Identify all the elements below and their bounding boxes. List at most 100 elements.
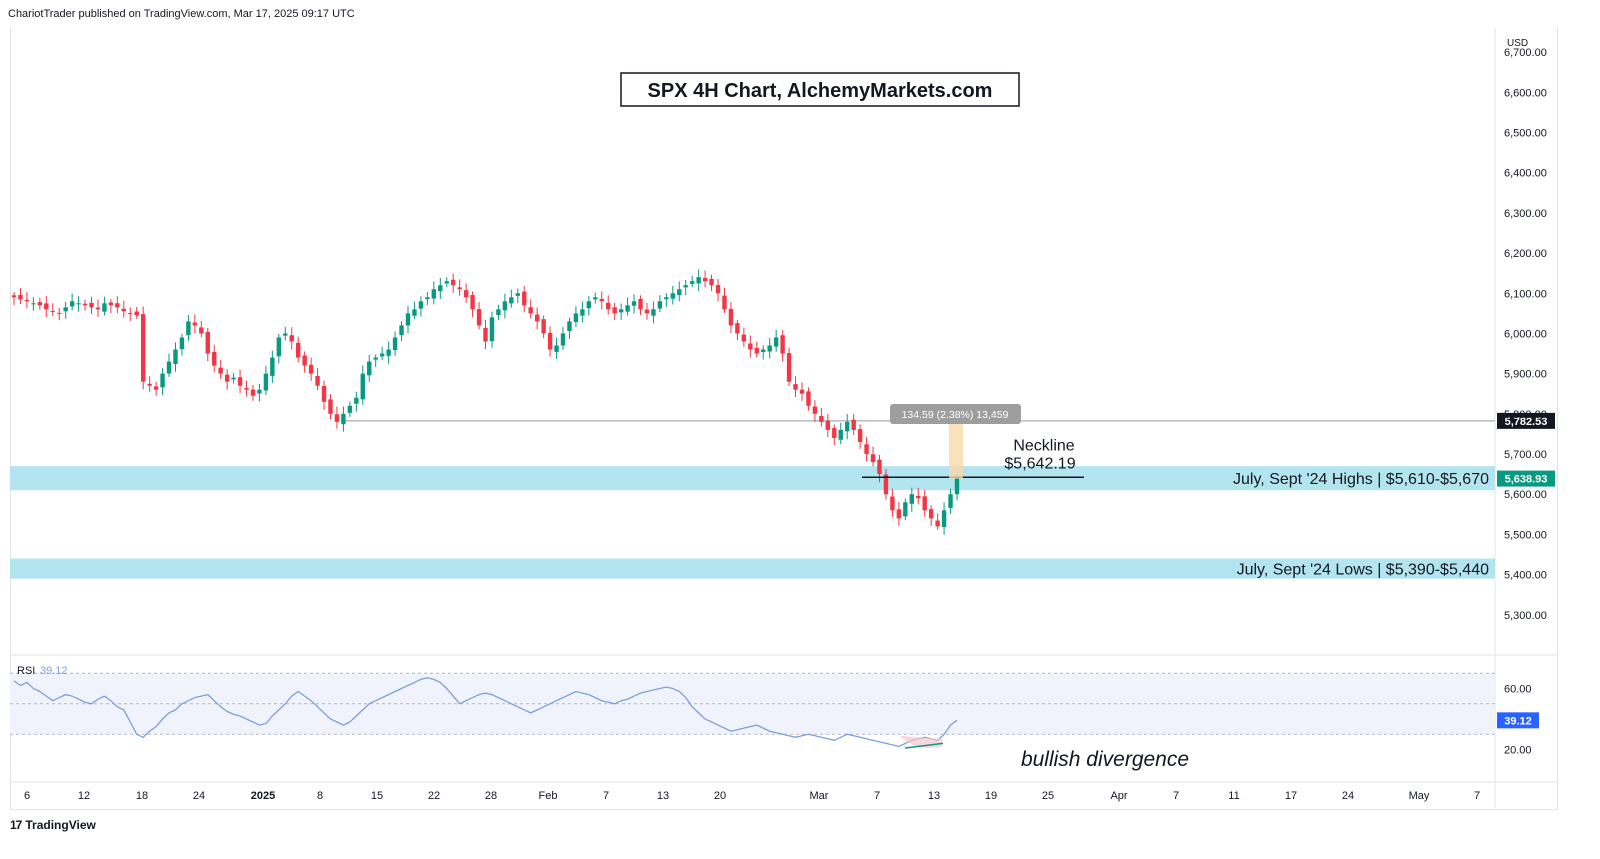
candle-body	[444, 281, 449, 284]
candle-body	[948, 494, 953, 508]
price-tick-label: 5,600.00	[1504, 489, 1547, 501]
candle-body	[328, 399, 333, 414]
candle-body	[560, 333, 566, 346]
overlay-layer: Neckline$5,642.19 134.59 (2.38%) 13,459	[862, 404, 1084, 479]
candle-body	[489, 317, 495, 342]
candle-body	[425, 297, 430, 300]
candle-body	[515, 293, 520, 296]
candle-body	[386, 349, 391, 356]
candle-body	[709, 278, 714, 286]
time-tick-label: 12	[78, 790, 90, 802]
rsi-line	[13, 677, 958, 748]
time-tick-label: 24	[1342, 790, 1354, 802]
time-tick-label: Feb	[539, 790, 558, 802]
candle-body	[689, 281, 695, 284]
candle-body	[24, 299, 30, 302]
candle-body	[418, 301, 424, 309]
candle-body	[941, 510, 947, 527]
time-tick-label: May	[1409, 790, 1430, 802]
candle-body	[651, 309, 656, 316]
zone-label: July, Sept '24 Lows | $5,390-$5,440	[1237, 562, 1490, 579]
candle-body	[773, 337, 779, 347]
candle-body	[199, 327, 204, 334]
time-tick-label: 15	[371, 790, 383, 802]
candle-body	[76, 303, 81, 305]
candle-body	[457, 287, 462, 290]
candle-body	[95, 307, 101, 310]
candle-body	[438, 285, 443, 292]
time-tick-label: 18	[136, 790, 148, 802]
candle-body	[476, 309, 482, 326]
candle-body	[431, 289, 437, 299]
price-axis: 6,700.00 6,600.00 6,500.00 6,400.00 6,300.00…	[1504, 47, 1547, 622]
candle-body	[134, 311, 139, 316]
price-tick-label: 5,500.00	[1504, 529, 1547, 541]
time-tick-label: 17	[1285, 790, 1297, 802]
candle-body	[928, 509, 934, 519]
level-line-layer: 5,782.53 5,638.93	[345, 412, 1555, 487]
candle-body	[509, 297, 514, 304]
zone-label: July, Sept '24 Highs | $5,610-$5,670	[1233, 471, 1489, 488]
time-tick-label: 22	[428, 790, 440, 802]
time-tick-label: 24	[193, 790, 205, 802]
candle-body	[890, 496, 895, 511]
candle-body	[677, 289, 682, 296]
price-tick-label: 6,700.00	[1504, 47, 1547, 59]
candle-body	[554, 345, 559, 352]
time-tick-label: Apr	[1110, 790, 1127, 802]
price-tick-label: 5,800.00	[1504, 409, 1547, 421]
candle-body	[289, 335, 294, 342]
candle-body	[341, 413, 346, 425]
candle-body	[483, 327, 488, 342]
candle-body	[754, 347, 759, 354]
candle-body	[547, 332, 553, 350]
candle-body	[954, 478, 960, 495]
time-tick-label: 11	[1228, 790, 1239, 802]
candle-body	[11, 295, 17, 298]
candle-body	[347, 405, 353, 413]
candle-body	[367, 361, 372, 376]
chart-title: SPX 4H Chart, AlchemyMarkets.com	[648, 80, 993, 102]
candle-body	[870, 454, 876, 463]
candle-body	[728, 308, 734, 326]
candle-body	[580, 309, 585, 316]
candle-body	[567, 321, 572, 332]
candle-body	[916, 495, 921, 499]
level-price-tag	[1497, 412, 1555, 429]
candle-body	[748, 343, 753, 350]
candle-body	[767, 345, 772, 352]
candle-body	[625, 305, 630, 312]
candle-body	[244, 388, 249, 390]
candle-body	[657, 301, 663, 309]
rsi-value-tag	[1497, 712, 1539, 729]
zones-layer: July, Sept '24 Highs | $5,610-$5,670 July…	[10, 466, 1495, 579]
candle-body	[631, 301, 637, 306]
time-axis: 6 12 18 24 2025 8 15 22 28 Feb 7 13 20 Mar 7 13 19 25 Apr 7…	[24, 790, 1480, 802]
candle-body	[89, 302, 94, 308]
candle-body	[263, 373, 269, 391]
currency-label: USD	[1507, 38, 1528, 49]
candle-body	[140, 314, 146, 382]
candle-body	[315, 376, 320, 386]
candle-body	[618, 309, 624, 313]
measure-range-bar	[949, 420, 963, 479]
time-tick-label: 7	[603, 790, 609, 802]
title-box	[620, 72, 1020, 107]
time-tick-label: 7	[1173, 790, 1179, 802]
price-tick-label: 6,100.00	[1504, 288, 1547, 300]
candle-body	[838, 429, 843, 440]
price-tick-label: 5,300.00	[1504, 610, 1547, 622]
time-tick-label: 25	[1042, 790, 1054, 802]
candle-body	[57, 312, 62, 314]
candle-body	[896, 509, 902, 519]
tradingview-logo[interactable]: 17 TradingView	[10, 818, 96, 832]
candle-body	[883, 474, 889, 495]
candle-body	[173, 349, 178, 364]
rsi-tick-label: 60.00	[1504, 684, 1532, 696]
candle-body	[786, 353, 792, 382]
candle-body	[82, 303, 88, 306]
candle-body	[696, 277, 701, 284]
time-tick-label: 20	[714, 790, 726, 802]
candle-body	[599, 298, 604, 302]
